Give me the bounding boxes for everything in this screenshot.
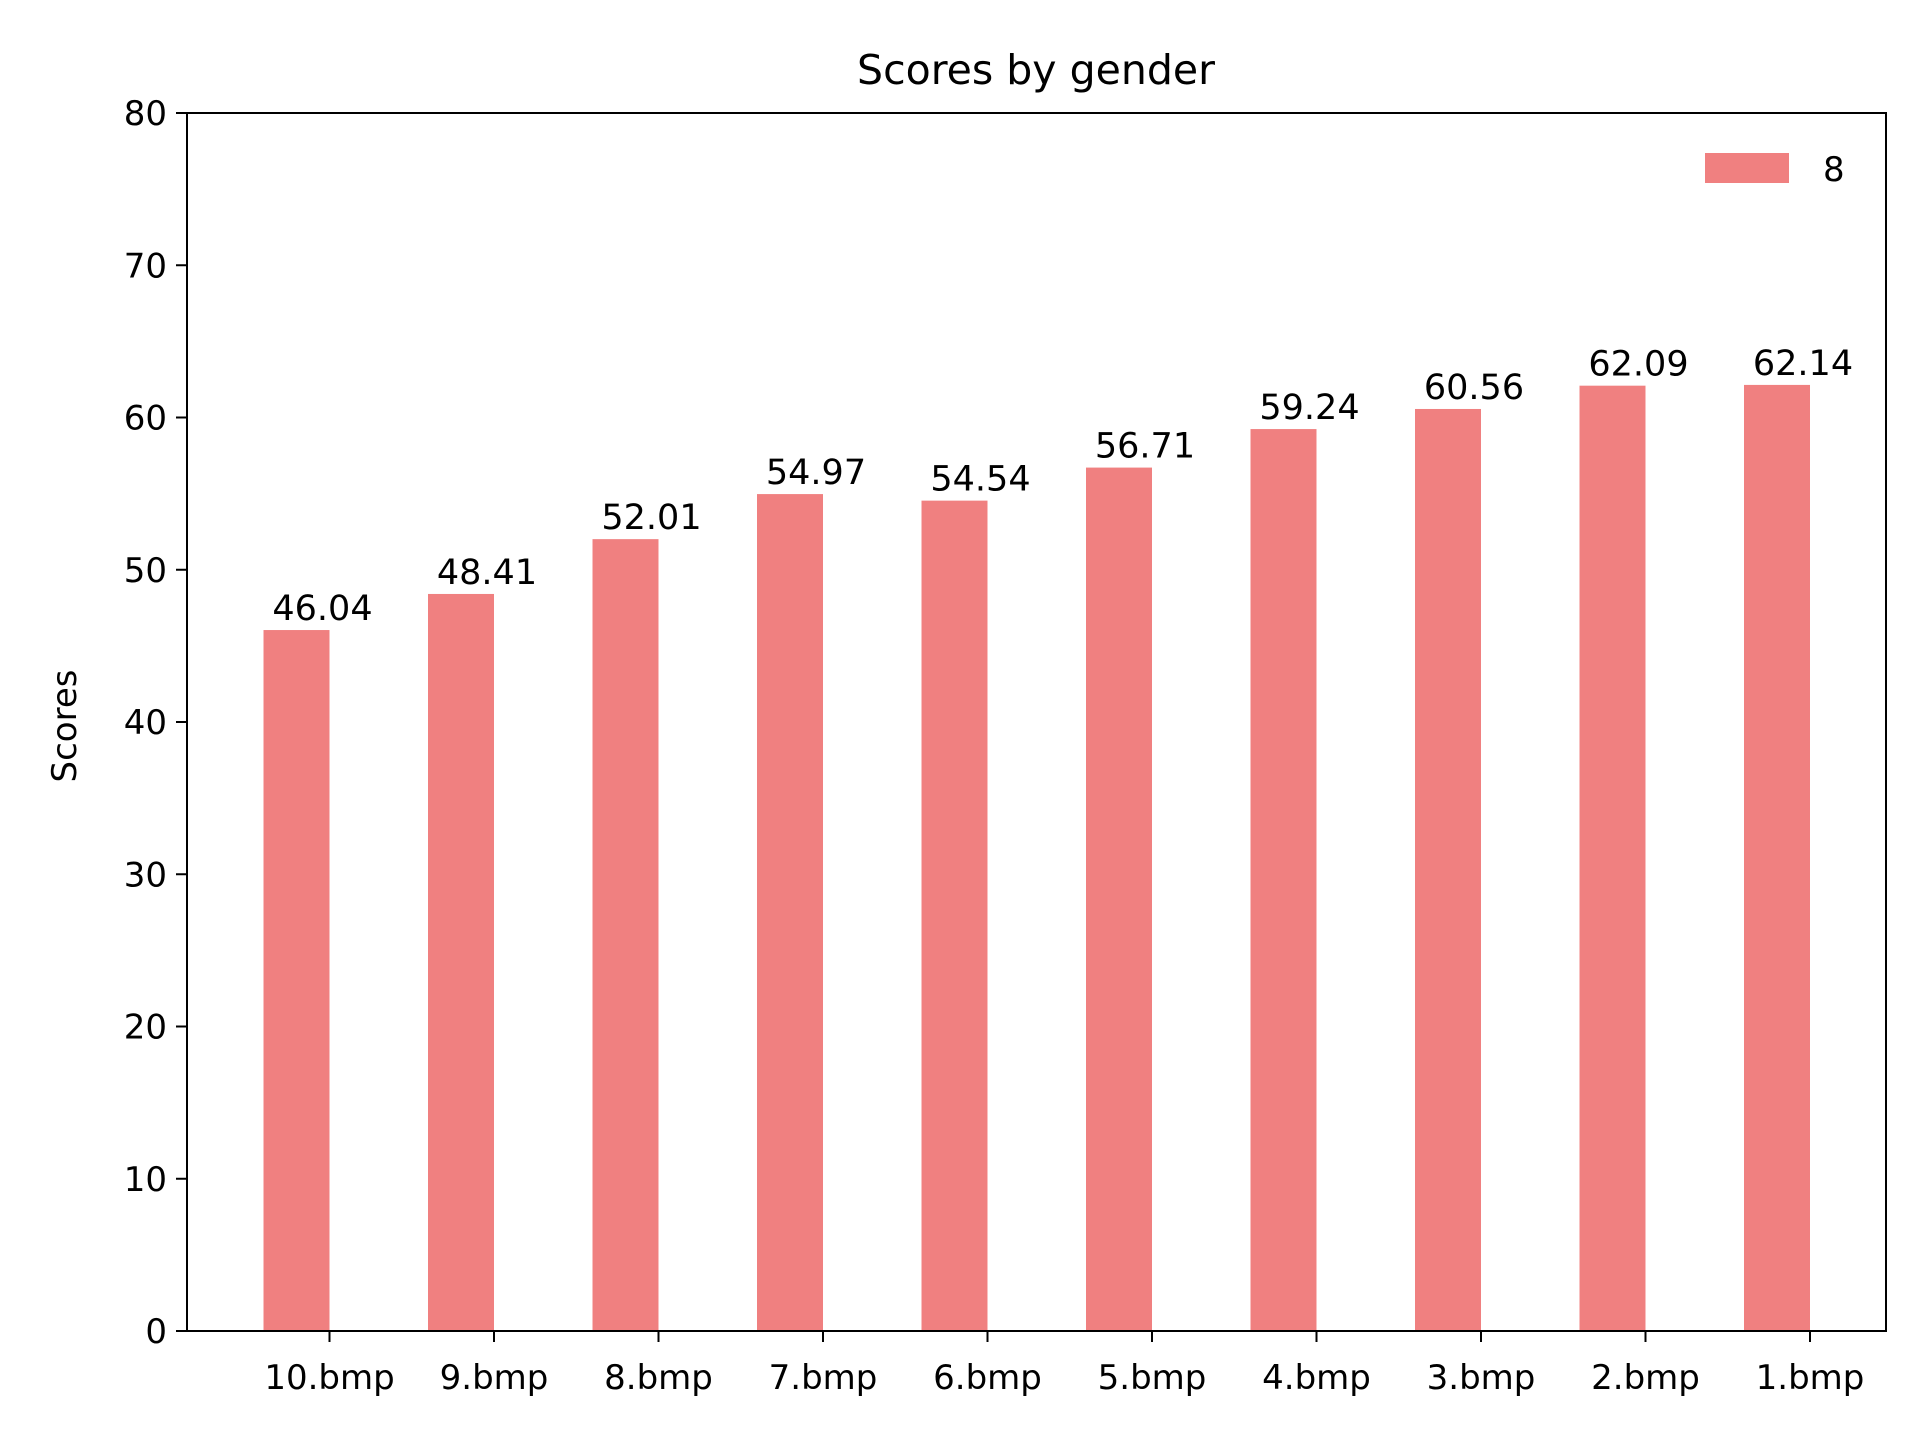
bar-value-label: 54.97	[766, 453, 866, 493]
bar	[592, 539, 659, 1331]
bar	[1579, 385, 1646, 1331]
bar-value-label: 62.14	[1753, 344, 1853, 384]
x-tick-label: 5.bmp	[1098, 1358, 1207, 1398]
bar-value-label: 52.01	[601, 498, 701, 538]
bar	[757, 494, 823, 1331]
bar	[1250, 429, 1317, 1331]
x-tick-label: 10.bmp	[264, 1358, 394, 1398]
y-tick-label: 10	[124, 1160, 167, 1200]
legend-swatch	[1705, 153, 1789, 183]
bar-value-label: 54.54	[930, 460, 1030, 500]
bars-layer	[263, 384, 1810, 1332]
chart-title: Scores by gender	[857, 46, 1215, 94]
bar	[1086, 467, 1152, 1332]
bar	[921, 500, 988, 1331]
x-tick-label: 9.bmp	[440, 1358, 549, 1398]
bar-value-label: 48.41	[437, 553, 537, 593]
plot-frame	[186, 112, 1887, 1332]
x-tick-label: 8.bmp	[604, 1358, 713, 1398]
y-axis-label: Scores	[45, 670, 85, 783]
y-tick-label: 40	[124, 703, 167, 743]
bar	[428, 593, 494, 1331]
bar-value-label: 60.56	[1424, 368, 1524, 408]
x-tick-label: 2.bmp	[1591, 1358, 1700, 1398]
y-tick-label: 20	[124, 1008, 167, 1048]
bar-value-label: 56.71	[1095, 427, 1195, 467]
bar	[1415, 408, 1481, 1331]
y-tick-label: 0	[145, 1312, 167, 1352]
bar-value-label: 62.09	[1588, 345, 1688, 385]
x-tick-label: 7.bmp	[769, 1358, 878, 1398]
x-tick-label: 6.bmp	[933, 1358, 1042, 1398]
legend-label: 8	[1823, 150, 1845, 190]
bar	[263, 630, 330, 1331]
x-tick-label: 4.bmp	[1262, 1358, 1371, 1398]
y-tick-label: 30	[124, 855, 167, 895]
bar-value-label: 46.04	[272, 589, 372, 629]
data-labels-layer: 46.04 48.41 52.01 54.97 54.54 56.71 59.24 60.56…	[272, 344, 1853, 629]
bar	[1744, 384, 1810, 1332]
legend: 8	[1705, 150, 1845, 190]
y-axis-ticks: 0 10 20 30 40 50 60 70 80	[124, 94, 187, 1352]
y-tick-label: 80	[124, 94, 167, 134]
y-tick-label: 70	[124, 246, 167, 286]
y-tick-label: 60	[124, 399, 167, 439]
x-tick-label: 1.bmp	[1756, 1358, 1865, 1398]
bar-value-label: 59.24	[1259, 388, 1359, 428]
y-tick-label: 50	[124, 551, 167, 591]
x-tick-label: 3.bmp	[1427, 1358, 1536, 1398]
x-axis-ticks: 10.bmp 9.bmp 8.bmp 7.bmp 6.bmp 5.bmp 4.bmp 3.bm…	[264, 1331, 1864, 1398]
